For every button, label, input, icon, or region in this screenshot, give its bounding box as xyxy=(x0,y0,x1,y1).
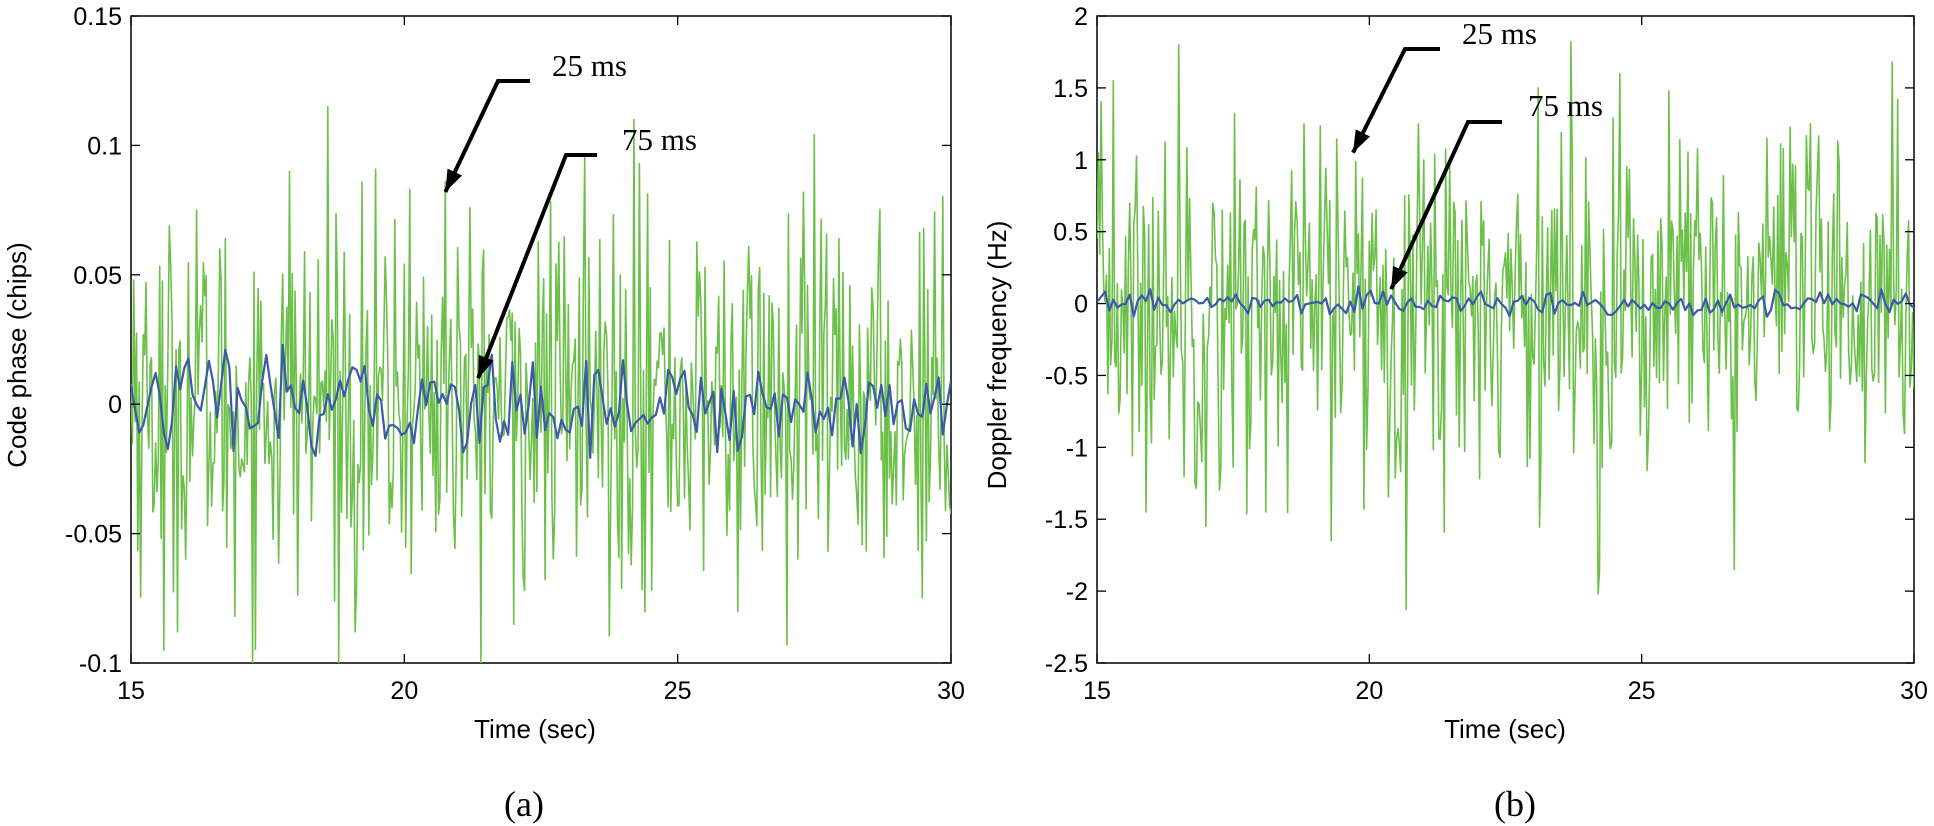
y-tick-label: 0.15 xyxy=(73,3,122,31)
series-line-25ms xyxy=(1097,40,1914,611)
panel-a: 15 20 25 30 -0.1 -0.05 0 0.05 0.1 0.15 25 ms 75 m… xyxy=(2,3,965,824)
panel-a-annotation-25ms: 25 ms xyxy=(552,48,627,83)
panel-b-label: (b) xyxy=(1494,784,1536,824)
x-tick-label: 30 xyxy=(937,677,965,705)
x-tick-label: 20 xyxy=(390,677,418,705)
panel-a-series xyxy=(131,105,951,663)
y-tick-label: -2 xyxy=(1066,578,1088,606)
panel-a-y-axis-label: Code phase (chips) xyxy=(2,242,32,467)
y-tick-label: 0.1 xyxy=(87,132,122,160)
y-tick-label: -0.5 xyxy=(1045,362,1088,390)
annotation-arrow-75ms xyxy=(1389,120,1502,291)
series-line-75ms xyxy=(131,343,951,459)
y-tick-label: -1 xyxy=(1066,434,1088,462)
panel-b-ticks: 15 20 25 30 -2.5 -2 -1.5 -1 -0.5 0 0.5 1 1.5 2 xyxy=(1045,3,1928,705)
y-tick-label: 0 xyxy=(108,391,122,419)
y-tick-label: 2 xyxy=(1074,3,1088,31)
panel-b-x-axis-label: Time (sec) xyxy=(1444,714,1566,744)
x-tick-label: 20 xyxy=(1355,677,1383,705)
panel-b-series xyxy=(1097,40,1914,611)
panel-b-annotation-75ms: 75 ms xyxy=(1528,88,1603,123)
panel-a-annotations: 25 ms 75 ms xyxy=(443,48,697,380)
series-line-75ms xyxy=(1097,285,1914,318)
annotation-arrowhead xyxy=(445,168,462,192)
panel-b-annotation-25ms: 25 ms xyxy=(1462,16,1537,51)
panel-a-annotation-75ms: 75 ms xyxy=(622,122,697,157)
panel-a-plot-frame xyxy=(130,15,952,664)
y-tick-label: -0.05 xyxy=(65,521,122,549)
y-tick-label: -2.5 xyxy=(1045,650,1088,678)
y-tick-label: -1.5 xyxy=(1045,506,1088,534)
y-tick-label: 0 xyxy=(1074,291,1088,319)
x-tick-label: 15 xyxy=(1083,677,1111,705)
x-tick-label: 30 xyxy=(1900,677,1928,705)
annotation-arrow-25ms xyxy=(1351,47,1440,154)
annotation-arrow-75ms xyxy=(476,153,597,380)
annotation-arrowhead xyxy=(1352,129,1371,153)
panel-a-label: (a) xyxy=(504,784,544,824)
panel-a-ticks: 15 20 25 30 -0.1 -0.05 0 0.05 0.1 0.15 xyxy=(65,3,965,705)
annotation-arrowhead xyxy=(1391,265,1408,290)
x-tick-label: 15 xyxy=(117,677,145,705)
y-tick-label: 1.5 xyxy=(1053,75,1088,103)
panel-b-y-axis-label: Doppler frequency (Hz) xyxy=(982,221,1012,490)
panel-b: 15 20 25 30 -2.5 -2 -1.5 -1 -0.5 0 0.5 1 1.5 2 25 ms … xyxy=(982,3,1928,824)
x-tick-label: 25 xyxy=(664,677,692,705)
series-line-25ms xyxy=(131,105,951,663)
y-tick-label: 0.5 xyxy=(1053,219,1088,247)
panel-b-annotations: 25 ms 75 ms xyxy=(1351,16,1603,291)
y-tick-label: 0.05 xyxy=(73,262,122,290)
annotation-arrow-25ms xyxy=(443,79,530,193)
annotation-arrowhead xyxy=(478,354,494,379)
y-tick-label: 1 xyxy=(1074,147,1088,175)
x-tick-label: 25 xyxy=(1628,677,1656,705)
panel-b-plot-frame xyxy=(1096,15,1915,664)
panel-a-x-axis-label: Time (sec) xyxy=(474,714,596,744)
y-tick-label: -0.1 xyxy=(79,650,122,678)
